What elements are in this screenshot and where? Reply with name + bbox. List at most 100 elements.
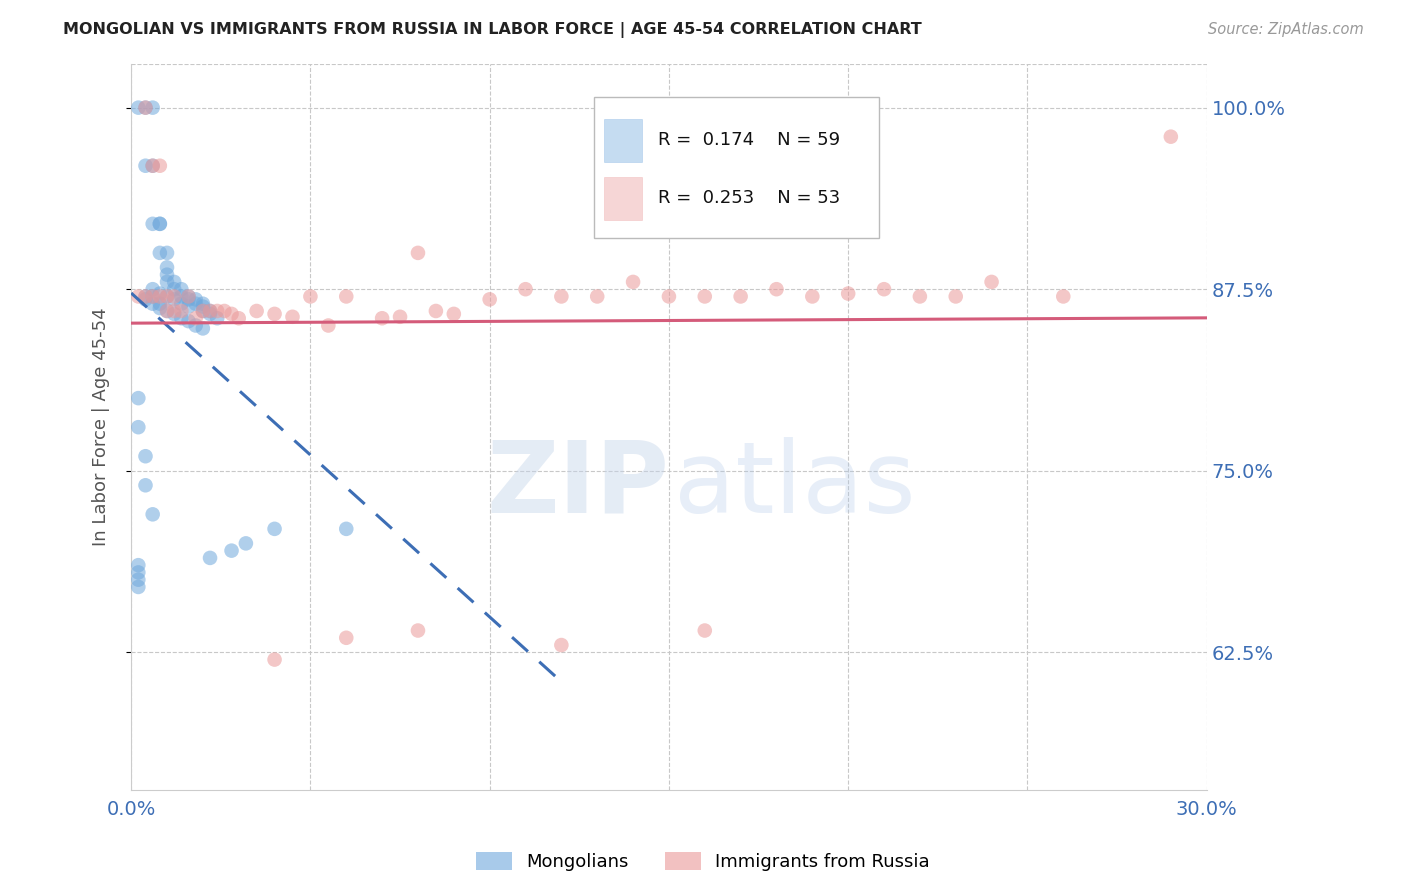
- Point: [142, 296, 165, 310]
- Point: [205, 304, 228, 318]
- Point: [134, 159, 156, 173]
- Point: [177, 300, 200, 314]
- Point: [184, 311, 207, 326]
- Point: [163, 293, 186, 307]
- Point: [149, 159, 172, 173]
- Point: [134, 289, 156, 303]
- Text: MONGOLIAN VS IMMIGRANTS FROM RUSSIA IN LABOR FORCE | AGE 45-54 CORRELATION CHART: MONGOLIAN VS IMMIGRANTS FROM RUSSIA IN L…: [63, 22, 922, 38]
- Point: [980, 275, 1002, 289]
- Point: [550, 638, 572, 652]
- FancyBboxPatch shape: [593, 96, 879, 238]
- Point: [156, 260, 179, 275]
- Point: [191, 296, 214, 310]
- Point: [228, 311, 250, 326]
- Point: [170, 296, 193, 310]
- Point: [134, 449, 156, 463]
- Point: [214, 304, 236, 318]
- Point: [406, 624, 429, 638]
- Point: [127, 573, 149, 587]
- Point: [205, 311, 228, 326]
- Y-axis label: In Labor Force | Age 45-54: In Labor Force | Age 45-54: [93, 308, 110, 547]
- Point: [134, 289, 156, 303]
- Point: [142, 101, 165, 115]
- Point: [170, 289, 193, 303]
- Point: [621, 275, 644, 289]
- Point: [389, 310, 412, 324]
- Point: [658, 289, 681, 303]
- Point: [198, 304, 221, 318]
- Point: [371, 311, 394, 326]
- Point: [163, 282, 186, 296]
- Point: [221, 307, 243, 321]
- Point: [191, 304, 214, 318]
- Point: [156, 245, 179, 260]
- Point: [221, 543, 243, 558]
- Point: [873, 282, 896, 296]
- Point: [170, 304, 193, 318]
- Point: [1160, 129, 1182, 144]
- Point: [134, 101, 156, 115]
- Point: [149, 296, 172, 310]
- Point: [693, 624, 716, 638]
- Point: [177, 293, 200, 307]
- Text: Source: ZipAtlas.com: Source: ZipAtlas.com: [1208, 22, 1364, 37]
- Point: [156, 268, 179, 282]
- FancyBboxPatch shape: [605, 119, 643, 162]
- Point: [246, 304, 269, 318]
- Point: [198, 550, 221, 565]
- Point: [184, 318, 207, 333]
- Point: [170, 282, 193, 296]
- Point: [163, 289, 186, 303]
- Point: [127, 420, 149, 434]
- Point: [142, 289, 165, 303]
- Point: [127, 566, 149, 580]
- Point: [177, 314, 200, 328]
- Point: [170, 311, 193, 326]
- Point: [837, 286, 859, 301]
- Point: [198, 307, 221, 321]
- Point: [693, 289, 716, 303]
- Point: [156, 304, 179, 318]
- Point: [335, 631, 357, 645]
- Point: [163, 275, 186, 289]
- Text: atlas: atlas: [675, 437, 915, 533]
- Point: [142, 217, 165, 231]
- Point: [163, 307, 186, 321]
- Point: [177, 289, 200, 303]
- FancyBboxPatch shape: [605, 177, 643, 220]
- Point: [191, 300, 214, 314]
- Point: [765, 282, 787, 296]
- Point: [184, 293, 207, 307]
- Point: [198, 304, 221, 318]
- Point: [142, 282, 165, 296]
- Point: [908, 289, 931, 303]
- Point: [425, 304, 447, 318]
- Point: [127, 558, 149, 573]
- Point: [134, 101, 156, 115]
- Point: [1052, 289, 1074, 303]
- Point: [142, 159, 165, 173]
- Point: [335, 522, 357, 536]
- Point: [127, 580, 149, 594]
- Point: [149, 289, 172, 303]
- Point: [443, 307, 465, 321]
- Point: [156, 289, 179, 303]
- Point: [127, 391, 149, 405]
- Point: [149, 286, 172, 301]
- Point: [550, 289, 572, 303]
- Point: [149, 301, 172, 315]
- Point: [281, 310, 304, 324]
- Legend: Mongolians, Immigrants from Russia: Mongolians, Immigrants from Russia: [468, 845, 938, 879]
- Point: [134, 293, 156, 307]
- Point: [163, 304, 186, 318]
- Point: [142, 508, 165, 522]
- Point: [149, 217, 172, 231]
- Point: [156, 289, 179, 303]
- Point: [730, 289, 752, 303]
- Point: [801, 289, 824, 303]
- Point: [945, 289, 967, 303]
- Point: [177, 289, 200, 303]
- Point: [335, 289, 357, 303]
- Point: [406, 245, 429, 260]
- Point: [184, 296, 207, 310]
